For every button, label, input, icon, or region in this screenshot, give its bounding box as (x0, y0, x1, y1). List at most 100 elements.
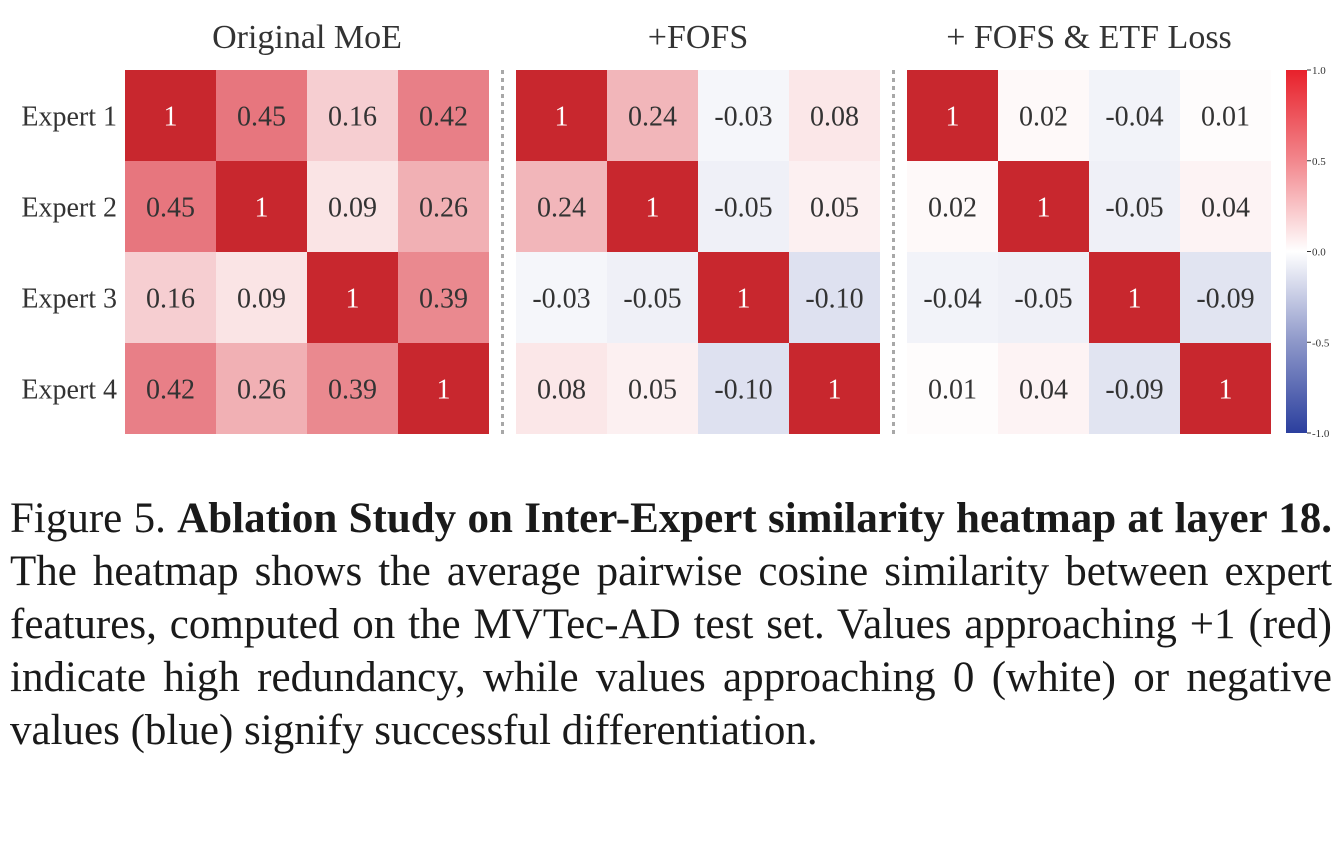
cell-value-label: 0.09 (237, 284, 286, 315)
cell-value-label: 0.01 (928, 375, 977, 406)
cell-value-label: 0.04 (1201, 193, 1250, 224)
figure-caption: Figure 5. Ablation Study on Inter-Expert… (10, 492, 1332, 757)
heatmap-cell (789, 70, 880, 161)
heatmap-cell (125, 70, 216, 161)
cell-value-label: 0.08 (537, 375, 586, 406)
cell-value-label: 0.08 (810, 102, 859, 133)
cell-value-label: 0.42 (419, 102, 468, 133)
heatmap-cell (1180, 161, 1271, 252)
panel-title: +FOFS (648, 19, 748, 56)
cell-value-label: -0.05 (714, 193, 772, 224)
heatmap-cell (907, 252, 998, 343)
cell-value-label: 0.05 (628, 375, 677, 406)
heatmap-cell (216, 70, 307, 161)
cell-value-label: 0.26 (419, 193, 468, 224)
heatmap-cell (907, 70, 998, 161)
cell-value-label: 0.02 (928, 193, 977, 224)
cell-value-label: 1 (164, 102, 178, 133)
heatmap-cell (1089, 343, 1180, 434)
heatmap-cell (607, 161, 698, 252)
cell-value-label: 0.05 (810, 193, 859, 224)
heatmap-cell (398, 343, 489, 434)
heatmap-cell (789, 343, 880, 434)
cell-value-label: 0.01 (1201, 102, 1250, 133)
cell-value-label: 0.24 (537, 193, 586, 224)
heatmap-cell (307, 343, 398, 434)
cell-value-label: 0.16 (328, 102, 377, 133)
heatmap-cell (516, 252, 607, 343)
heatmap-cell (516, 343, 607, 434)
cell-value-label: 0.26 (237, 375, 286, 406)
cell-value-label: -0.09 (1196, 284, 1254, 315)
colorbar-tick-label: -0.5 (1312, 337, 1330, 349)
heatmap-cell (607, 343, 698, 434)
cell-value-label: 1 (437, 375, 451, 406)
cell-value-label: 1 (1128, 284, 1142, 315)
heatmap-cell (998, 252, 1089, 343)
heatmap-cell (1180, 70, 1271, 161)
heatmap-panel: + FOFS & ETF Loss 1 0.02 -0.04 0.01 0.02 1 -0.0… (907, 19, 1271, 434)
cell-value-label: 0.45 (237, 102, 286, 133)
heatmap-cell (998, 70, 1089, 161)
cell-value-label: 0.45 (146, 193, 195, 224)
heatmap-cell (398, 252, 489, 343)
cell-value-label: 1 (1219, 375, 1233, 406)
cell-value-label: 1 (828, 375, 842, 406)
caption-body: The heatmap shows the average pairwise c… (10, 548, 1332, 754)
heatmap-cell (125, 161, 216, 252)
heatmap-cell (307, 252, 398, 343)
cell-value-label: -0.09 (1105, 375, 1163, 406)
colorbar-tick-label: 1.0 (1312, 65, 1326, 77)
cell-value-label: 1 (946, 102, 960, 133)
cell-value-label: 1 (255, 193, 269, 224)
heatmap-cell (1089, 161, 1180, 252)
heatmap-cell (216, 161, 307, 252)
cell-value-label: -0.04 (923, 284, 981, 315)
heatmap-cell (789, 252, 880, 343)
cell-value-label: -0.10 (805, 284, 863, 315)
cell-value-label: -0.04 (1105, 102, 1163, 133)
cell-value-label: 0.04 (1019, 375, 1068, 406)
cell-value-label: -0.03 (532, 284, 590, 315)
heatmap-cell (216, 343, 307, 434)
heatmap-cell (1180, 252, 1271, 343)
heatmap-cell (698, 161, 789, 252)
cell-value-label: 1 (1037, 193, 1051, 224)
caption-title: Ablation Study on Inter-Expert similarit… (177, 495, 1332, 542)
row-label: Expert 1 (21, 102, 117, 133)
heatmap-cell (998, 161, 1089, 252)
colorbar-tick-label: 0.0 (1312, 247, 1326, 259)
heatmap-figure: Expert 1 Expert 2 Expert 3 Expert 4 Original… (21, 19, 1330, 440)
panels-layer: Expert 1 Expert 2 Expert 3 Expert 4 Original… (21, 19, 1271, 436)
cell-value-label: -0.10 (714, 375, 772, 406)
heatmap-cell (907, 343, 998, 434)
heatmap-cell (698, 70, 789, 161)
colorbar-tick-label: 0.5 (1312, 156, 1326, 168)
cell-value-label: 0.39 (328, 375, 377, 406)
heatmap-cell (1089, 252, 1180, 343)
row-label: Expert 4 (21, 375, 117, 406)
panel-title: Original MoE (212, 19, 402, 56)
heatmap-cell (607, 252, 698, 343)
heatmap-cell (125, 343, 216, 434)
colorbar: 1.0 0.5 0.0 -0.5 -1.0 (1286, 65, 1330, 440)
heatmap-cell (1180, 343, 1271, 434)
heatmap-cell (307, 161, 398, 252)
heatmap-cell (998, 343, 1089, 434)
heatmap-cell (516, 161, 607, 252)
cell-value-label: -0.05 (623, 284, 681, 315)
cell-value-label: 1 (646, 193, 660, 224)
heatmap-panel: Original MoE 1 0.45 0.16 0.42 0.45 1 0.09 0.26 0.… (125, 19, 489, 434)
cell-value-label: 0.39 (419, 284, 468, 315)
heatmap-cell (398, 70, 489, 161)
heatmap-cell (698, 343, 789, 434)
caption-label: Figure 5. (10, 495, 166, 542)
heatmap-cell (907, 161, 998, 252)
heatmap-cell (1089, 70, 1180, 161)
cell-value-label: -0.05 (1014, 284, 1072, 315)
cell-value-label: 1 (555, 102, 569, 133)
cell-value-label: 0.24 (628, 102, 677, 133)
heatmap-cell (216, 252, 307, 343)
panel-title: + FOFS & ETF Loss (946, 19, 1232, 56)
cell-value-label: -0.05 (1105, 193, 1163, 224)
